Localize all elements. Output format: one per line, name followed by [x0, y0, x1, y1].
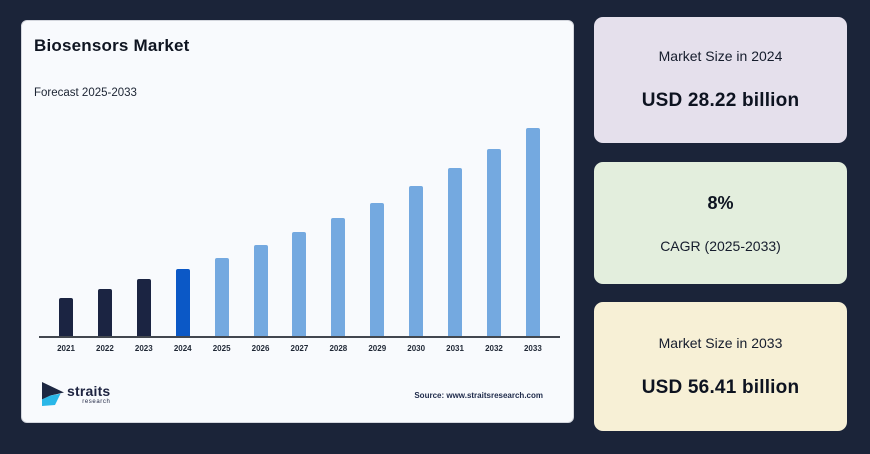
- bar-chart-xlabels: 2021 2022 2023 2024 2025 2026 2027 2028 2029 2030…: [39, 344, 560, 353]
- bar-chart-bars: [39, 125, 560, 338]
- chart-subtitle: Forecast 2025-2033: [34, 87, 137, 99]
- x-axis-label-2027: 2027: [290, 344, 309, 353]
- bar-column-2030: [401, 186, 431, 336]
- bar-2023: [136, 279, 151, 336]
- stat-card-label: Market Size in 2024: [658, 48, 783, 64]
- x-axis-label-2029: 2029: [368, 344, 387, 353]
- x-axis-label-2025: 2025: [212, 344, 231, 353]
- bar-2029: [370, 203, 385, 336]
- bar-2025: [214, 258, 229, 336]
- stat-card-cagr: 8% CAGR (2025-2033): [594, 162, 847, 284]
- logo-brand-name: straits: [67, 382, 111, 399]
- chart-panel: Biosensors Market Forecast 2025-2033 202…: [21, 20, 574, 423]
- bar-column-2021: [51, 298, 81, 336]
- x-axis-label-2026: 2026: [251, 344, 270, 353]
- straits-arrow-icon: [42, 382, 64, 406]
- bar-2032: [486, 149, 501, 336]
- stat-card-market-size-2024: Market Size in 2024 USD 28.22 billion: [594, 17, 847, 143]
- x-axis-label-2028: 2028: [329, 344, 348, 353]
- x-axis-label-2021: 2021: [57, 344, 75, 353]
- bar-2022: [97, 289, 112, 336]
- bar-column-2027: [284, 232, 314, 336]
- x-axis-label-2031: 2031: [446, 344, 464, 353]
- bar-2028: [331, 218, 346, 336]
- bar-2026: [253, 245, 268, 336]
- bar-column-2032: [479, 149, 509, 336]
- bar-column-2025: [207, 258, 237, 336]
- bar-2033: [525, 128, 540, 336]
- bar-column-2031: [440, 168, 470, 336]
- x-axis-label-2032: 2032: [485, 344, 503, 353]
- bar-column-2023: [129, 279, 159, 336]
- bar-column-2028: [323, 218, 353, 336]
- x-axis-label-2022: 2022: [96, 344, 114, 353]
- x-axis-label-2030: 2030: [407, 344, 426, 353]
- bar-column-2022: [90, 289, 120, 336]
- bar-column-2033: [518, 128, 548, 336]
- bar-column-2026: [246, 245, 276, 336]
- chart-title: Biosensors Market: [34, 36, 190, 55]
- logo-brand-sub: research: [82, 398, 111, 405]
- x-axis-label-2024: 2024: [173, 344, 192, 353]
- bar-2030: [409, 186, 424, 336]
- stat-card-value: USD 56.41 billion: [641, 376, 800, 398]
- straits-research-logo: straits research: [41, 381, 110, 407]
- stat-card-value: 8%: [707, 192, 734, 213]
- stat-card-label: CAGR (2025-2033): [660, 237, 781, 254]
- stat-card-value: USD 28.22 billion: [641, 90, 800, 111]
- stat-card-market-size-2033: Market Size in 2033 USD 56.41 billion: [594, 302, 847, 431]
- bar-2021: [59, 298, 73, 336]
- bar-column-2029: [362, 203, 392, 336]
- x-axis-label-2033: 2033: [523, 344, 542, 353]
- bar-2027: [292, 232, 307, 336]
- bar-2031: [448, 168, 463, 336]
- source-attribution: Source: www.straitsresearch.com: [414, 391, 543, 400]
- stat-card-label: Market Size in 2033: [658, 334, 783, 351]
- logo-text: straits research: [67, 384, 110, 405]
- bar-column-2024: [168, 269, 198, 336]
- bar-2024: [175, 269, 190, 336]
- x-axis-label-2023: 2023: [134, 344, 153, 353]
